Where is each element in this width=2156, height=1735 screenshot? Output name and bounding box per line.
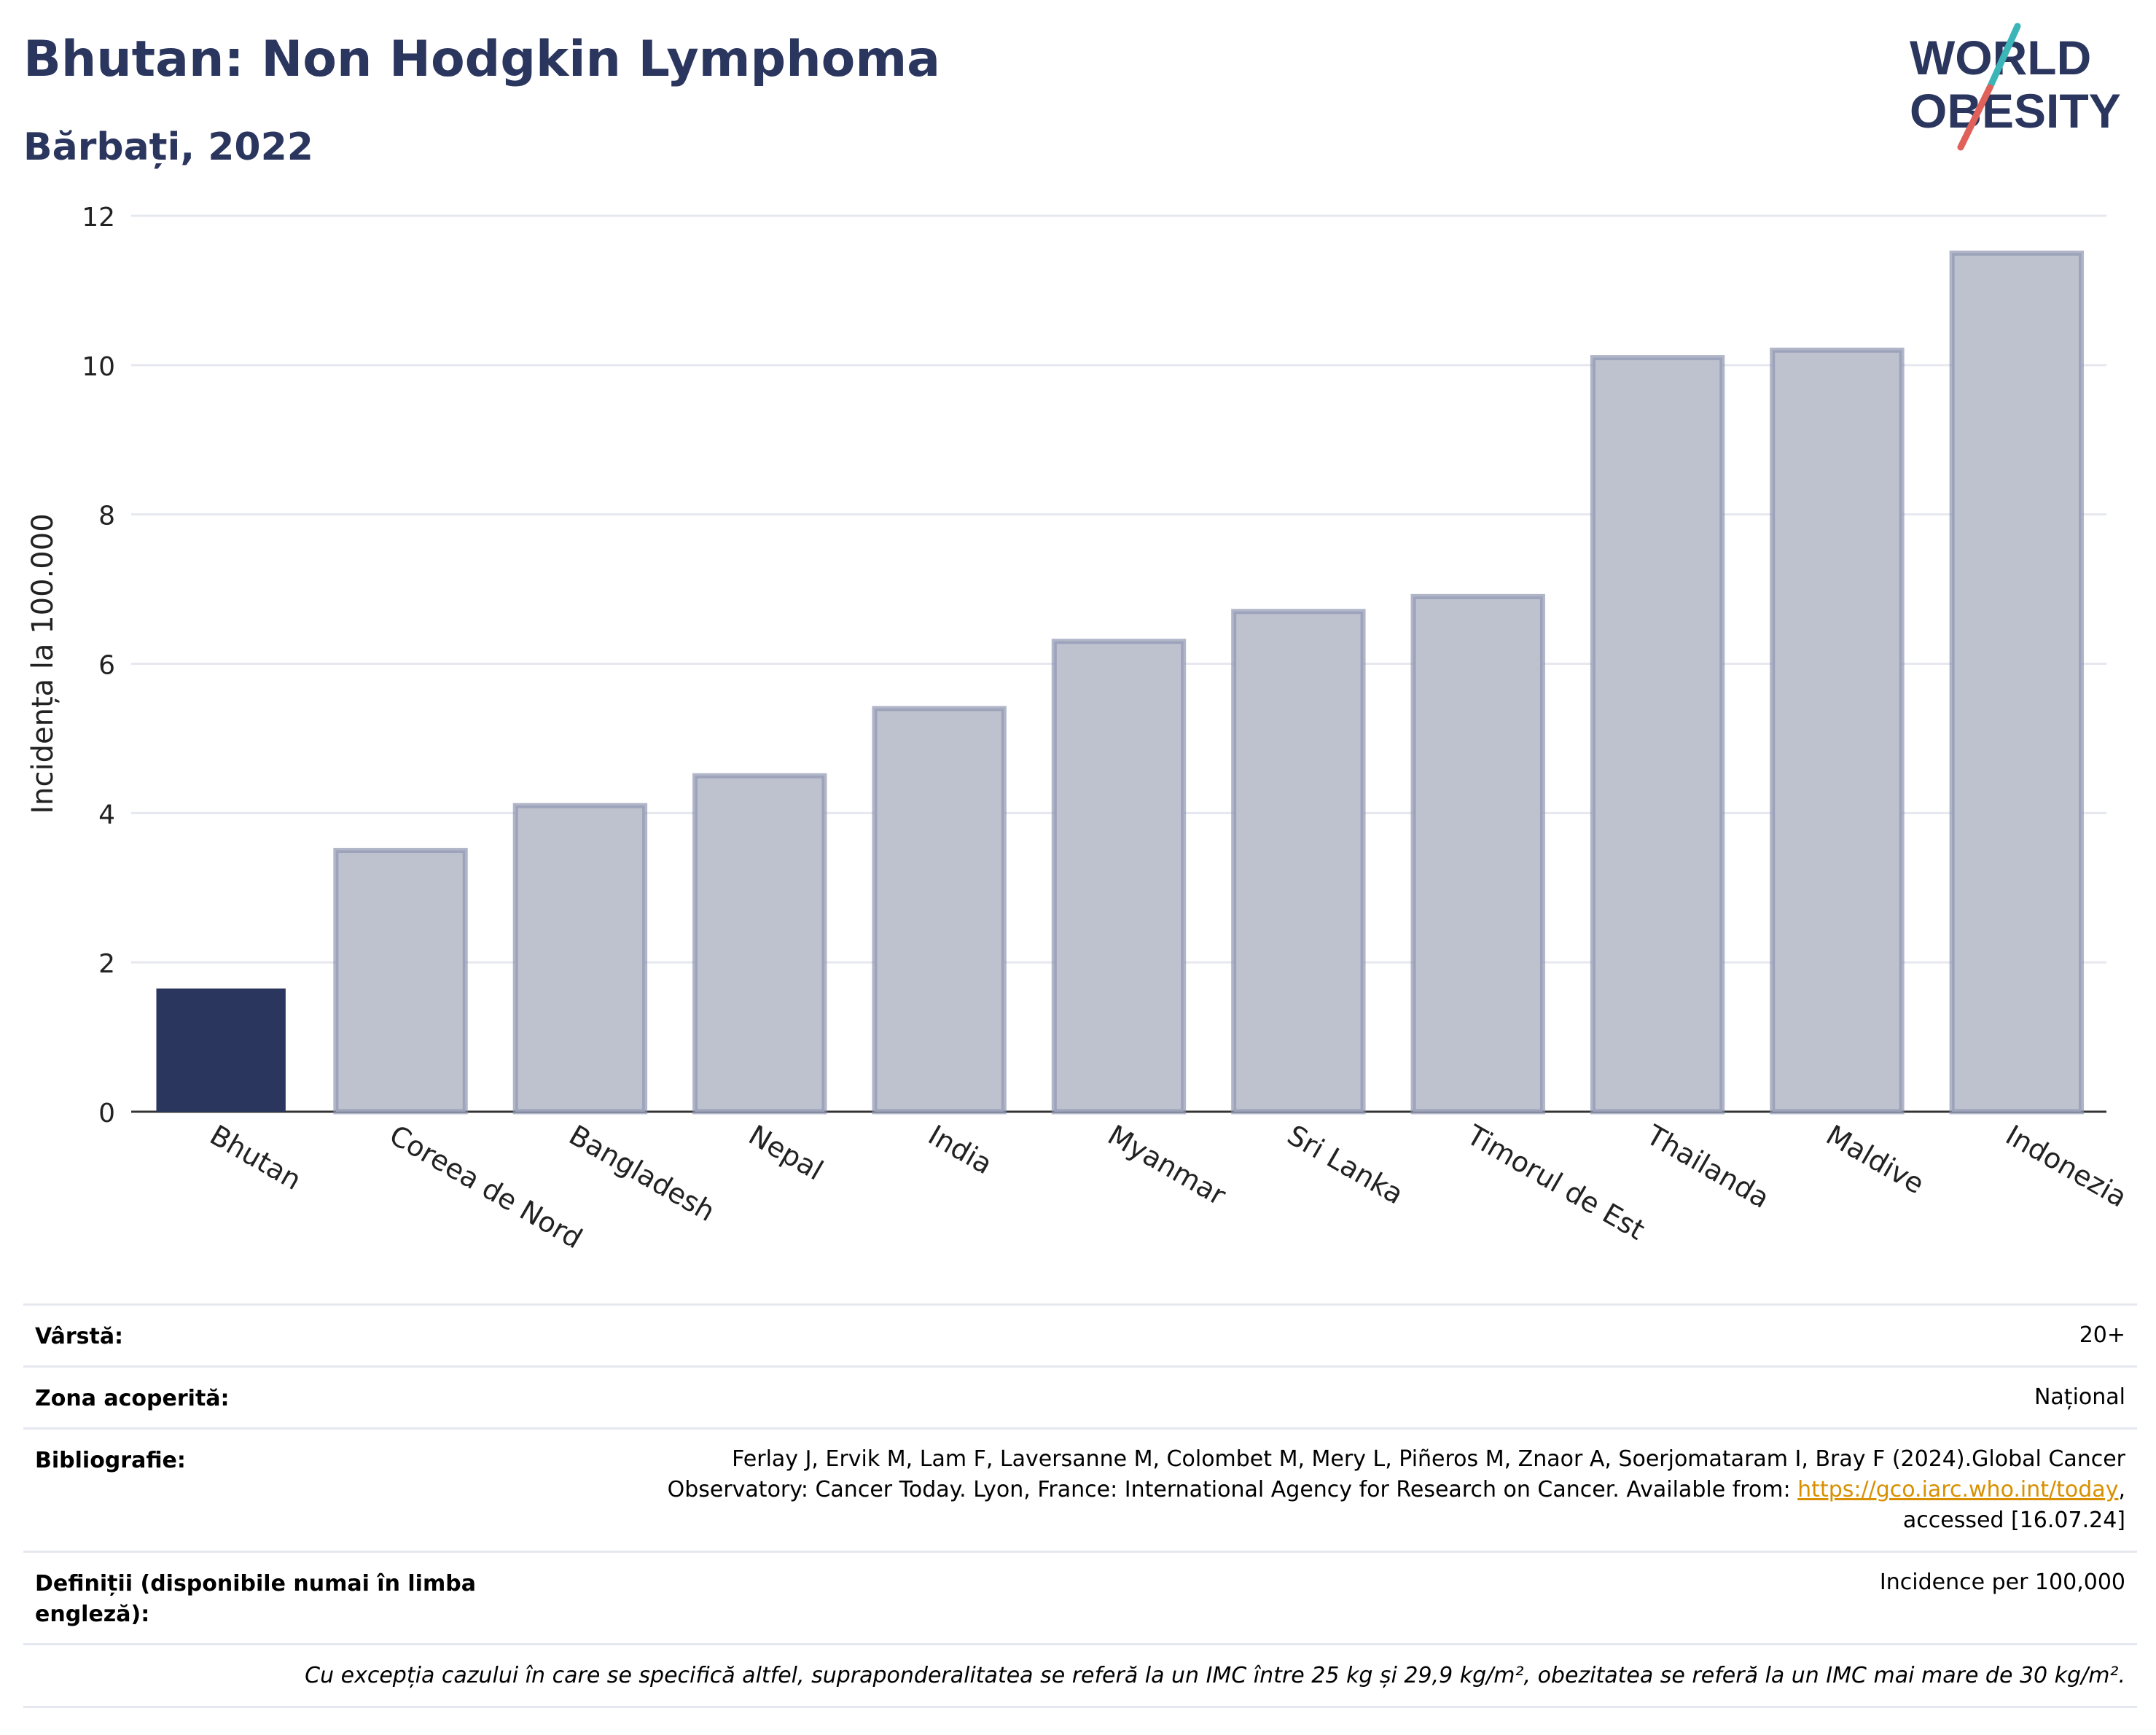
bar-thailanda [1590,355,1725,1115]
age-label: Vârstă: [35,1324,124,1349]
y-tick-label: 10 [82,352,115,382]
bibliography-line-2a: Observatory: Cancer Today. Lyon, France:… [667,1477,1798,1502]
x-tick-label: Coreea de Nord [384,1119,587,1255]
bar-maldive [1770,347,1905,1115]
bibliography-line-3: accessed [16.07.24] [1902,1508,2125,1533]
info-table: Vârstă: 20+ Zona acoperită: Național Bib… [23,1303,2137,1708]
logo-slash-red [1957,84,1993,151]
bar-myanmar [1051,639,1187,1115]
y-tick-label: 2 [98,949,115,979]
x-tick-label: Thailanda [1641,1118,1775,1214]
info-row-bibliography: Bibliografie: Ferlay J, Ervik M, Lam F, … [23,1427,2137,1551]
logo-slash-teal [1986,23,2021,91]
world-obesity-logo: WORLD OBESITY [1910,23,2121,151]
definitions-value: Incidence per 100,000 [1879,1570,2125,1595]
definitions-label: Definiții (disponibile numai în limba en… [35,1571,476,1627]
bar-india [872,706,1007,1115]
bibliography-value: Ferlay J, Ervik M, Lam F, Laversanne M, … [545,1444,2125,1536]
bar-coreea-de-nord [333,848,468,1115]
logo-text-obesity: OBESITY [1910,84,2121,138]
bar-timorul-de-est [1410,593,1545,1115]
bibliography-label: Bibliografie: [35,1448,186,1473]
bar-nepal [692,773,827,1115]
x-tick-label: India [923,1119,998,1181]
x-tick-label: Indonezia [2000,1119,2132,1214]
page-subtitle: Bărbați, 2022 [23,125,313,169]
age-value: 20+ [2079,1322,2125,1348]
info-row-definitions: Definiții (disponibile numai în limba en… [23,1551,2137,1643]
y-tick-label: 8 [98,502,115,531]
y-tick-label: 4 [98,800,115,830]
bibliography-link[interactable]: https://gco.iarc.who.int/today [1797,1477,2119,1502]
bar-bangladesh [512,803,648,1115]
area-value: Național [2034,1384,2125,1410]
bar-bhutan [156,989,286,1112]
y-axis-label: Incidența la 100.000 [26,513,60,814]
page-title: Bhutan: Non Hodgkin Lymphoma [23,31,941,88]
bibliography-line-2b: , [2118,1477,2125,1502]
footnote: Cu excepția cazului în care se specifică… [23,1643,2137,1708]
bibliography-line-2: Observatory: Cancer Today. Lyon, France:… [545,1475,2125,1505]
x-tick-label: Sri Lanka [1282,1119,1409,1211]
bar-indonezia [1949,250,2085,1115]
y-tick-label: 0 [98,1099,115,1128]
x-tick-label: Myanmar [1103,1119,1232,1212]
y-tick-label: 12 [82,203,115,233]
info-row-age: Vârstă: 20+ [23,1303,2137,1365]
x-tick-label: Nepal [743,1119,829,1187]
info-row-area: Zona acoperită: Național [23,1365,2137,1427]
x-tick-label: Timorul de Est [1461,1118,1650,1246]
y-tick-label: 6 [98,651,115,681]
bar-sri-lanka [1231,609,1366,1115]
area-label: Zona acoperită: [35,1386,230,1411]
x-tick-label: Maldive [1821,1119,1929,1201]
x-tick-label: Bangladesh [563,1119,720,1228]
bibliography-line-1: Ferlay J, Ervik M, Lam F, Laversanne M, … [732,1446,2125,1472]
x-tick-label: Bhutan [205,1119,307,1196]
